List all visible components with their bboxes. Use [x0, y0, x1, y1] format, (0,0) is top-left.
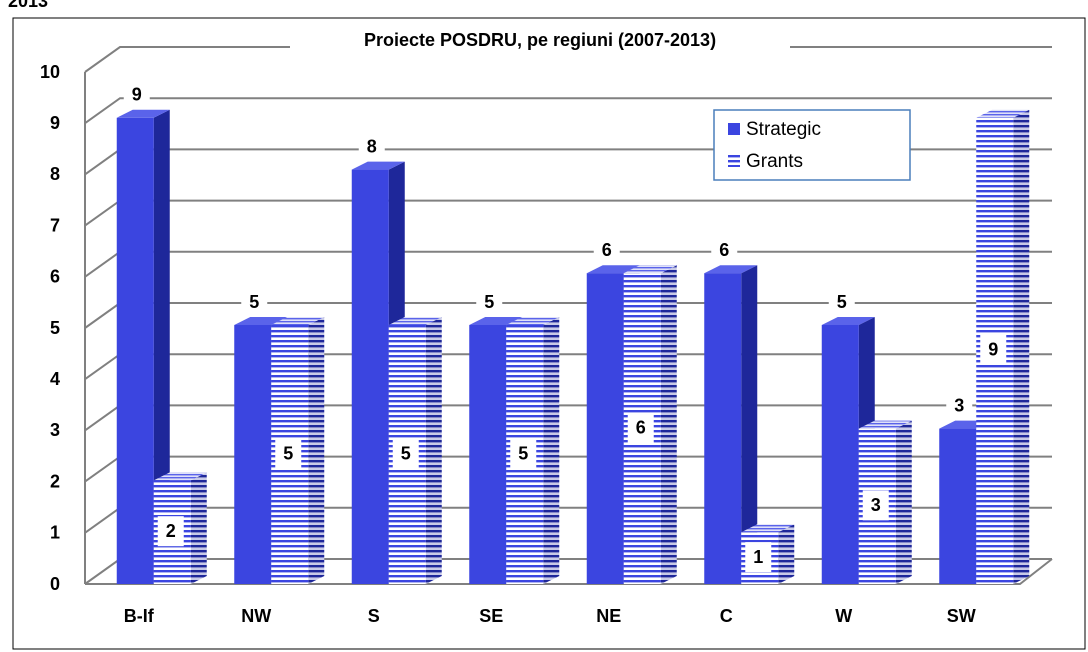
bar-front	[939, 428, 977, 584]
bar-top	[469, 317, 523, 325]
bar-top	[623, 265, 677, 274]
value-label-bg	[862, 490, 889, 521]
bar-front	[704, 273, 742, 584]
bar-front	[116, 117, 154, 585]
value-label: 6	[719, 240, 729, 260]
value-label: 5	[518, 443, 528, 463]
bar-top	[741, 524, 795, 533]
bar-front	[821, 325, 859, 584]
bar-top	[704, 265, 758, 274]
bar-top	[506, 317, 560, 325]
value-label-bg	[828, 289, 855, 315]
x-tick-label: SE	[479, 606, 503, 626]
value-label-bg	[980, 334, 1007, 365]
value-label-bg	[593, 237, 620, 264]
value-label: 3	[871, 495, 881, 515]
legend-label: Strategic	[746, 119, 821, 140]
legend-swatch	[728, 123, 740, 135]
value-label: 5	[837, 292, 847, 312]
bar	[704, 265, 758, 584]
x-tick-label: SW	[947, 606, 976, 626]
bar-side	[190, 472, 207, 584]
bar-top	[271, 317, 325, 325]
note: 2013	[8, 0, 48, 11]
value-label-bg	[275, 438, 302, 469]
bar-side	[543, 317, 560, 584]
value-label: 5	[249, 292, 259, 312]
value-label-bg	[476, 289, 503, 315]
legend-swatch	[728, 155, 740, 167]
bar-front	[351, 169, 389, 584]
bar	[116, 109, 170, 585]
bar-side	[660, 265, 677, 584]
value-label-bg	[745, 542, 772, 573]
bar-front	[586, 273, 624, 584]
value-label: 8	[367, 136, 377, 156]
x-tick-label: C	[720, 606, 733, 626]
y-tick-label: 9	[50, 113, 60, 133]
value-label-bg	[510, 438, 537, 469]
bar-top	[388, 317, 442, 325]
bar-side	[778, 524, 795, 584]
bar-side	[425, 317, 442, 584]
value-label-bg	[123, 81, 150, 108]
bar-top	[234, 317, 288, 325]
bar-side	[895, 420, 912, 584]
bar-top	[976, 109, 1030, 118]
y-tick-label: 5	[50, 318, 60, 338]
value-label: 9	[988, 340, 998, 360]
bar-front	[234, 325, 272, 584]
value-label: 6	[602, 240, 612, 260]
value-label: 1	[753, 547, 763, 567]
value-label-bg	[711, 237, 738, 264]
title-bg	[290, 28, 790, 54]
value-label-bg	[358, 133, 385, 160]
value-label: 6	[636, 417, 646, 437]
x-tick-label: S	[368, 606, 380, 626]
y-tick-label: 8	[50, 164, 60, 184]
value-label: 9	[132, 85, 142, 105]
bar-front	[469, 325, 507, 584]
x-tick-label: W	[835, 606, 852, 626]
value-label-bg	[627, 412, 654, 443]
y-tick-label: 7	[50, 215, 60, 235]
value-label-bg	[157, 516, 184, 547]
bar-top	[116, 109, 170, 118]
value-label: 5	[401, 443, 411, 463]
x-tick-label: B-If	[124, 606, 155, 626]
bar-top	[351, 161, 405, 170]
bar-side	[153, 109, 170, 585]
bar-side	[741, 265, 758, 584]
y-tick-label: 10	[40, 62, 60, 82]
value-label: 3	[954, 395, 964, 415]
y-tick-label: 6	[50, 267, 60, 287]
bar-top	[586, 265, 640, 274]
bar-top	[858, 420, 912, 429]
chart-title: Proiecte POSDRU, pe regiuni (2007-2013)	[364, 30, 716, 50]
legend-box	[713, 109, 911, 181]
x-tick-label: NW	[241, 606, 271, 626]
value-label-bg	[241, 289, 268, 315]
bar-side	[308, 317, 325, 584]
value-label-bg	[392, 438, 419, 469]
value-label-bg	[946, 392, 973, 419]
y-tick-label: 4	[50, 369, 60, 389]
bar-top	[821, 317, 875, 325]
y-tick-label: 1	[50, 523, 60, 543]
y-tick-label: 3	[50, 420, 60, 440]
value-label: 2	[166, 521, 176, 541]
x-tick-label: NE	[596, 606, 621, 626]
y-tick-label: 0	[50, 574, 60, 594]
grid-line	[84, 97, 1052, 125]
bar-top	[153, 472, 207, 481]
y-tick-label: 2	[50, 471, 60, 491]
bar-side	[1013, 109, 1030, 585]
value-label: 5	[484, 292, 494, 312]
legend-label: Grants	[746, 151, 803, 172]
value-label: 5	[283, 443, 293, 463]
